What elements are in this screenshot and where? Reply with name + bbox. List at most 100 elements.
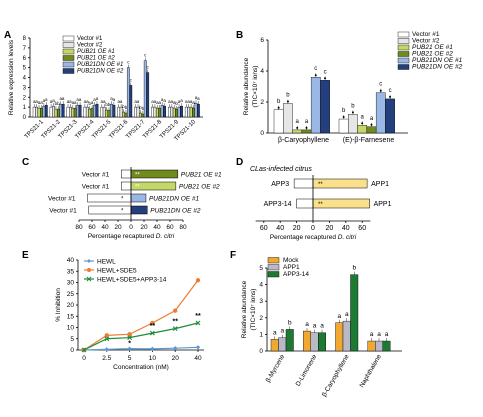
sig-letter: a xyxy=(195,95,198,100)
sig-letter: a xyxy=(305,321,309,328)
bar xyxy=(172,107,176,118)
y-tick-label: 3 xyxy=(259,298,263,305)
sig-letter: a xyxy=(337,313,341,320)
legend-label: PUB21 OE #2 xyxy=(412,51,453,58)
sig-letter: a xyxy=(370,331,374,338)
legend-swatch xyxy=(397,51,410,57)
legend-label: HEWL+SDE5 xyxy=(97,267,137,274)
sig-letter: a xyxy=(117,99,120,104)
legend-swatch xyxy=(397,38,410,44)
bar xyxy=(100,106,104,118)
sig-letter: b xyxy=(175,101,178,106)
y-axis-label: Relative abundance xyxy=(243,57,250,115)
x-tick-label: 60 xyxy=(88,224,96,231)
x-tick-label: 40 xyxy=(276,225,284,232)
row-label-right: PUB21 OE #2 xyxy=(179,184,220,191)
significance-mark: * xyxy=(121,197,124,203)
sig-letter: a xyxy=(79,97,82,102)
x-tick-label: 80 xyxy=(75,224,83,231)
sig-letter: a xyxy=(50,99,53,104)
legend-swatch xyxy=(397,64,410,70)
sig-letter: c xyxy=(127,60,130,65)
sig-letter: a xyxy=(96,96,99,101)
significance-mark: * xyxy=(128,341,131,348)
data-point xyxy=(195,345,201,350)
legend-label: PUB21 OE #1 xyxy=(412,44,453,51)
bar xyxy=(367,340,376,352)
x-tick-label: D-Limonene xyxy=(295,353,319,387)
legend-label: PUB21 OE #2 xyxy=(77,56,115,62)
bar xyxy=(180,105,183,118)
data-point xyxy=(195,320,201,326)
sig-letter: a xyxy=(296,119,300,125)
panel-letter-b: B xyxy=(236,30,243,41)
row-label-right: PUB21DN OE #2 xyxy=(150,208,201,215)
bar xyxy=(155,107,159,118)
bar xyxy=(167,106,171,118)
legend-swatch xyxy=(62,35,75,42)
sig-letter: c xyxy=(144,53,147,58)
sig-letter: a xyxy=(33,99,36,104)
bar-left xyxy=(121,181,132,191)
sig-letter: a xyxy=(38,100,41,105)
bar xyxy=(348,114,358,134)
x-tick-label: β-Caryophyllene xyxy=(321,353,351,398)
bar xyxy=(90,107,94,118)
sig-letter: b xyxy=(277,99,281,105)
row-label-left: Vector #1 xyxy=(82,184,110,191)
x-tick-label: 60 xyxy=(358,225,366,232)
legend-swatch xyxy=(62,48,75,55)
row-label-left: APP3-14 xyxy=(264,201,292,208)
sig-letter: a xyxy=(110,96,113,101)
sig-letter: c xyxy=(130,77,133,82)
bar xyxy=(61,103,65,118)
x-tick-label: 80 xyxy=(179,224,187,231)
y-tick-label: 5 xyxy=(23,66,27,72)
bar xyxy=(375,92,386,134)
x-tick-label: 40 xyxy=(194,355,202,362)
bar xyxy=(78,104,82,118)
data-point xyxy=(150,346,155,352)
sig-letter: b xyxy=(57,101,60,106)
sig-letter: a xyxy=(370,116,374,122)
sig-letter: b xyxy=(125,105,128,110)
sig-letter: b xyxy=(88,101,91,106)
y-tick-label: 0 xyxy=(260,130,264,137)
x-tick-label: 10 xyxy=(149,355,157,362)
legend-label: Vector #1 xyxy=(77,36,103,42)
legend-marker xyxy=(87,259,91,263)
x-tick-label: (E)-β-Farnesene xyxy=(343,137,395,144)
bar xyxy=(139,112,142,118)
sig-letter: b xyxy=(105,102,108,107)
x-tick-label: 0 xyxy=(311,225,315,232)
sig-letter: a xyxy=(76,97,79,102)
bar xyxy=(66,106,70,118)
sig-letter: a xyxy=(173,100,176,105)
x-tick-label: β-Caryophyllene xyxy=(278,137,329,144)
data-point xyxy=(314,74,317,77)
bar xyxy=(184,106,188,118)
sig-letter: b xyxy=(139,105,142,110)
row-label-right: APP1 xyxy=(371,181,389,188)
y-tick-label: 2 xyxy=(260,99,264,106)
series-line xyxy=(83,346,199,351)
bar xyxy=(335,322,344,352)
data-point xyxy=(150,320,155,326)
bar xyxy=(54,108,58,118)
data-point xyxy=(286,100,289,103)
bar xyxy=(76,104,80,118)
legend-swatch xyxy=(62,55,75,61)
bar xyxy=(129,85,133,118)
bar-left xyxy=(296,198,314,209)
significance-mark: ** xyxy=(135,173,140,179)
sig-letter: c xyxy=(379,82,382,88)
data-point xyxy=(361,122,364,125)
bar xyxy=(122,111,125,118)
panel-f: F 0 1 2 3 4 5 Relative abundance (TIC×10⁷ ions) a… xyxy=(230,250,402,398)
sig-letter: a xyxy=(101,99,104,104)
bar xyxy=(37,107,41,118)
panel-letter-f: F xyxy=(230,250,236,261)
bar-right xyxy=(130,193,147,203)
bar xyxy=(44,104,48,118)
